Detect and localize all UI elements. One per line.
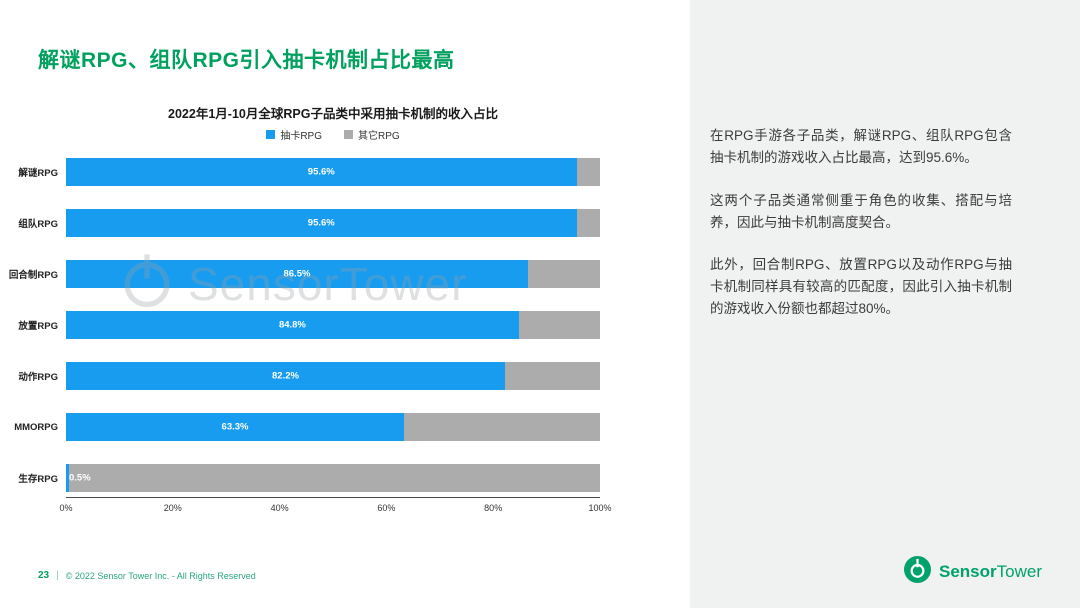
x-tick-label: 20%	[163, 503, 182, 513]
page-number: 23	[38, 570, 50, 581]
commentary-panel: 在RPG手游各子品类，解谜RPG、组队RPG包含抽卡机制的游戏收入占比最高，达到…	[690, 0, 1080, 608]
legend-label: 抽卡RPG	[280, 131, 322, 142]
bar-segment-gacha	[66, 413, 405, 441]
bar-segment-gacha	[66, 311, 519, 339]
x-tick-label: 40%	[270, 503, 289, 513]
x-tick-label: 80%	[484, 503, 503, 513]
x-tick-label: 0%	[59, 503, 73, 513]
bar-row: 解谜RPG 95.6%	[8, 158, 600, 186]
bar-segment-gacha	[66, 209, 577, 237]
category-label: 动作RPG	[18, 372, 58, 383]
category-label: 放置RPG	[18, 321, 58, 332]
x-axis: 0% 20% 40% 60% 80% 100%	[59, 497, 612, 519]
logo-wordmark: SensorTower	[939, 562, 1042, 581]
bar-value-label: 0.5%	[69, 472, 91, 484]
copyright-text: © 2022 Sensor Tower Inc. - All Rights Re…	[65, 570, 256, 581]
bar-track: 84.8%	[66, 311, 600, 339]
bar-value-label: 95.6%	[307, 166, 335, 178]
bar-row: 回合制RPG 86.5%	[8, 260, 600, 288]
commentary-paragraph: 在RPG手游各子品类，解谜RPG、组队RPG包含抽卡机制的游戏收入占比最高，达到…	[710, 128, 1012, 165]
bar-track: 95.6%	[66, 209, 600, 237]
commentary-paragraph: 此外，回合制RPG、放置RPG以及动作RPG与抽卡机制同样具有较高的匹配度，因此…	[710, 257, 1012, 317]
sensor-tower-logo-icon	[904, 556, 931, 588]
page-title: 解谜RPG、组队RPG引入抽卡机制占比最高	[38, 49, 455, 72]
category-label: MMORPG	[14, 421, 58, 433]
chart-title: 2022年1月-10月全球RPG子品类中采用抽卡机制的收入占比	[168, 107, 498, 121]
legend-label: 其它RPG	[358, 131, 400, 142]
bar-row: 生存RPG 0.5%	[8, 464, 600, 492]
bar-segment-gacha	[66, 362, 505, 390]
bar-value-label: 63.3%	[221, 421, 249, 433]
bar-value-label: 86.5%	[283, 268, 311, 280]
footer: 23 | © 2022 Sensor Tower Inc. - All Righ…	[38, 570, 256, 581]
x-tick-label: 60%	[377, 503, 396, 513]
x-tick-label: 100%	[588, 503, 612, 513]
legend-swatch	[266, 130, 276, 139]
bar-track: 82.2%	[66, 362, 600, 390]
bar-row: 放置RPG 84.8%	[8, 311, 600, 339]
bar-value-label: 84.8%	[278, 319, 306, 331]
bar-track: 0.5%	[66, 464, 600, 492]
main-content: 解谜RPG、组队RPG引入抽卡机制占比最高 2022年1月-10月全球RPG子品…	[8, 49, 612, 581]
chart-plot-area: 解谜RPG 95.6% 组队RPG 95.6% 回合制RPG 86.5% 放置RPG 84.8…	[8, 158, 600, 515]
legend-item: 抽卡RPG	[266, 127, 322, 142]
sensor-tower-logo: SensorTower	[904, 556, 1042, 588]
bar-row: 组队RPG 95.6%	[8, 209, 600, 237]
bar-value-label: 95.6%	[307, 217, 335, 229]
legend-item: 其它RPG	[344, 127, 400, 142]
bar-track: 63.3%	[66, 413, 600, 441]
footer-divider: |	[56, 570, 59, 581]
category-label: 生存RPG	[18, 474, 58, 485]
bar-segment-gacha	[66, 158, 577, 186]
bar-segment-gacha	[66, 464, 69, 492]
category-label: 回合制RPG	[8, 270, 58, 281]
bar-row: MMORPG 63.3%	[8, 413, 600, 441]
bar-value-label: 82.2%	[272, 370, 299, 382]
bar-track: 95.6%	[66, 158, 600, 186]
commentary-paragraph: 这两个子品类通常侧重于角色的收集、搭配与培养，因此与抽卡机制高度契合。	[710, 192, 1012, 230]
bar-row: 动作RPG 82.2%	[8, 362, 600, 390]
category-label: 解谜RPG	[18, 168, 58, 179]
category-label: 组队RPG	[18, 219, 58, 230]
bar-segment-gacha	[66, 260, 528, 288]
legend-swatch	[344, 130, 353, 139]
chart-legend: 抽卡RPG 其它RPG	[66, 127, 600, 142]
bar-track: 86.5%	[66, 260, 600, 288]
